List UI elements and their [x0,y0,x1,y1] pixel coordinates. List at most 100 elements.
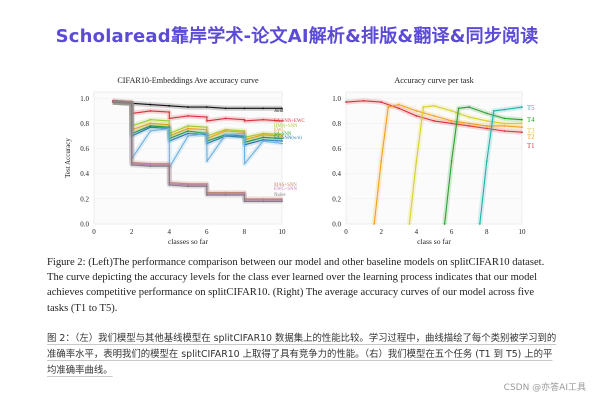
y-tick-label: 0.8 [80,120,89,128]
data-point [168,164,171,166]
series-label: T2 [527,134,535,141]
series-label: HMN+SNN [274,124,298,129]
data-point [205,126,208,129]
data-point [130,102,133,105]
data-point [149,103,152,106]
data-point [492,109,495,112]
data-point [243,191,246,194]
data-point [422,106,425,108]
series-label: EWC [274,128,285,133]
data-point [262,107,265,110]
data-point [149,165,152,168]
data-point [224,191,227,194]
caption-english: Figure 2: (Left)The performance comparis… [47,257,545,314]
data-point [362,99,365,102]
data-point [130,101,133,103]
data-point [205,182,208,185]
data-point [281,142,283,145]
series-line [112,101,282,202]
data-point [262,199,265,202]
plot-area [93,91,283,225]
data-point [387,106,390,108]
caption-chinese[interactable]: 图 2：（左）我们模型与其他基线模型在 splitCIFAR10 数据集上的性能… [47,333,557,377]
data-point [262,200,265,203]
y-tick-label: 1.0 [80,95,89,103]
series-label: T5 [527,105,535,112]
data-point [243,200,246,203]
chart-left: CIFAR10-Embeddings Ave accuracy curve 0.0… [64,76,305,246]
chart-right: Accuracy curve per task 0.0 0.2 0.4 0.6 0.8 1.… [332,76,535,246]
data-point [281,135,283,137]
data-point [262,140,265,142]
data-point [168,184,171,186]
data-point [149,118,152,121]
data-point [485,127,488,130]
data-point [281,200,283,203]
x-tick-label: 8 [485,228,489,236]
data-point [397,107,400,110]
data-point [450,122,453,125]
data-point [168,111,171,114]
data-point [187,130,189,132]
data-point [149,164,152,166]
series-label: SA-SNN+EWC [274,119,305,124]
y-tick-label: 1.0 [332,95,341,103]
data-point [468,122,471,125]
figure: CIFAR10-Embeddings Ave accuracy curve 0.0… [64,74,540,250]
series-label: MAS+SNN [274,183,297,188]
data-point [224,133,227,136]
data-point [468,106,471,108]
y-tick-label: 0.6 [332,145,341,153]
data-point [380,160,383,163]
data-point [345,101,347,103]
data-point [243,130,246,132]
data-point [149,126,152,129]
y-tick-label: 0.0 [332,221,341,229]
data-point [450,160,453,163]
data-point [468,116,471,119]
data-point [206,160,208,163]
data-point [224,107,227,110]
data-point [205,106,208,108]
series-label: EWC+SNN [274,187,297,192]
data-point [243,131,246,134]
chart-title: CIFAR10-Embeddings Ave accuracy curve [117,76,259,85]
data-point [205,132,208,135]
data-point [503,125,506,127]
data-point [415,114,418,117]
data-point [187,184,189,186]
series-label: Joint [274,109,284,114]
data-point [205,116,208,119]
y-axis-label: Test Accuracy [64,138,72,178]
y-tick-label: 0.8 [332,120,341,128]
data-point [206,120,208,122]
data-point [168,123,171,126]
data-point [281,199,283,202]
data-point [168,126,171,129]
data-point [450,120,453,122]
data-point [243,162,246,165]
data-point [450,109,453,112]
series-label: T3 [527,128,535,135]
data-point [168,162,171,165]
data-point [224,130,227,132]
data-point [205,185,208,188]
data-point [485,112,488,115]
data-point [168,104,171,107]
data-point [521,122,523,125]
data-point [503,122,506,125]
data-point [111,101,114,103]
data-point [243,192,246,195]
data-point [224,192,227,195]
data-point [485,125,488,127]
data-point [187,182,189,185]
data-point [111,99,114,102]
data-point [397,103,400,106]
data-point [187,132,189,135]
data-point [415,160,418,163]
data-point [262,136,265,139]
x-tick-label: 8 [243,228,247,236]
data-point [168,127,171,130]
series-label: SI [274,140,279,145]
chart-title: Accuracy curve per task [394,76,474,85]
